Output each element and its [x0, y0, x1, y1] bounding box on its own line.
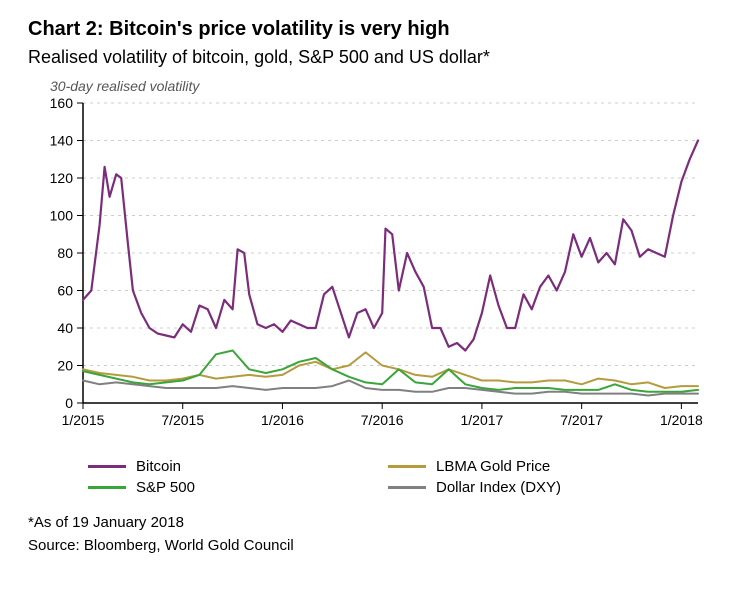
y-tick-label: 160	[50, 98, 74, 111]
y-tick-label: 40	[57, 320, 73, 336]
y-tick-label: 80	[57, 245, 73, 261]
x-tick-label: 1/2016	[261, 412, 304, 428]
series-bitcoin	[83, 141, 698, 351]
y-tick-label: 100	[50, 208, 74, 224]
source-line: Source: Bloomberg, World Gold Council	[28, 537, 711, 554]
x-tick-label: 7/2017	[560, 412, 603, 428]
y-tick-label: 120	[50, 170, 74, 186]
legend-item: Dollar Index (DXY)	[388, 479, 648, 496]
series-lbma-gold-price	[83, 352, 698, 388]
legend-item: S&P 500	[88, 479, 348, 496]
legend-label: LBMA Gold Price	[436, 458, 550, 475]
legend-item: LBMA Gold Price	[388, 458, 648, 475]
x-tick-label: 7/2015	[161, 412, 204, 428]
y-tick-label: 60	[57, 283, 73, 299]
chart-legend: Bitcoin LBMA Gold Price S&P 500 Dollar Inde…	[88, 458, 648, 496]
chart-area: 0 20 40 60 80 100 120 140 160 1/2015 7/2015 1/2016 7…	[28, 98, 708, 448]
y-tick-label: 0	[65, 395, 73, 411]
volatility-chart: 0 20 40 60 80 100 120 140 160 1/2015 7/2015 1/2016 7…	[28, 98, 708, 448]
x-tick-label: 7/2016	[361, 412, 404, 428]
footnote: *As of 19 January 2018	[28, 514, 711, 531]
legend-label: S&P 500	[136, 479, 195, 496]
x-tick-label: 1/2017	[461, 412, 504, 428]
legend-swatch	[388, 486, 426, 489]
x-tick-label: 1/2018	[660, 412, 703, 428]
yaxis-note: 30-day realised volatility	[28, 78, 711, 94]
x-tick-label: 1/2015	[62, 412, 105, 428]
series-s-p-500	[83, 351, 698, 392]
chart-subtitle: Realised volatility of bitcoin, gold, S&…	[28, 47, 711, 68]
legend-label: Dollar Index (DXY)	[436, 479, 561, 496]
legend-swatch	[388, 465, 426, 468]
chart-title: Chart 2: Bitcoin's price volatility is v…	[28, 18, 711, 41]
y-tick-label: 20	[57, 358, 73, 374]
legend-label: Bitcoin	[136, 458, 181, 475]
legend-item: Bitcoin	[88, 458, 348, 475]
y-tick-label: 140	[50, 133, 74, 149]
legend-swatch	[88, 465, 126, 468]
legend-swatch	[88, 486, 126, 489]
